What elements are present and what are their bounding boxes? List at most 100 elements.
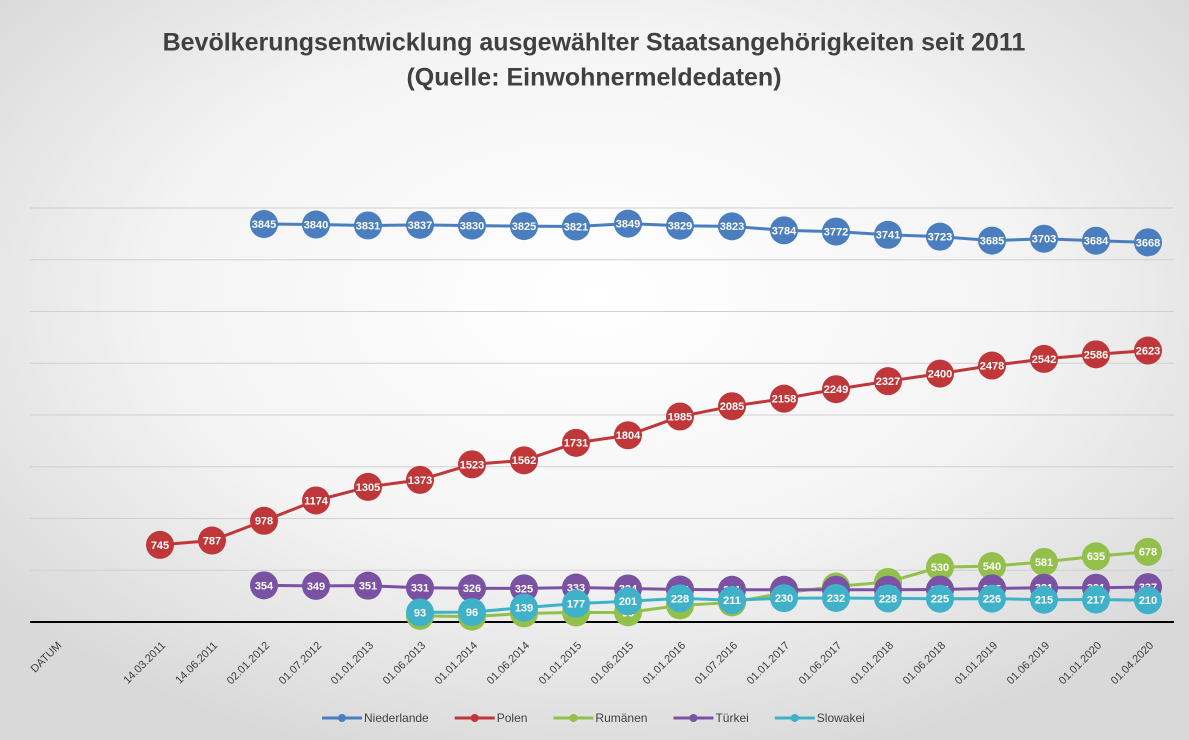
data-label: 1373 <box>408 475 432 487</box>
data-point <box>250 571 278 600</box>
data-point <box>666 211 694 240</box>
data-label: 349 <box>307 581 325 593</box>
data-point <box>666 402 694 431</box>
data-point <box>770 216 798 245</box>
data-label: 3784 <box>772 225 797 237</box>
data-point <box>1030 224 1058 253</box>
legend-label: Slowakei <box>817 711 865 725</box>
data-point <box>666 584 694 613</box>
data-label: 581 <box>1035 557 1053 569</box>
data-label: 211 <box>723 595 741 607</box>
data-point <box>406 573 434 602</box>
data-point <box>354 571 382 600</box>
data-point <box>614 421 642 450</box>
data-point <box>354 472 382 501</box>
data-label: 1523 <box>460 459 484 471</box>
data-point <box>1030 344 1058 373</box>
data-label: 3684 <box>1084 236 1109 248</box>
data-point <box>562 589 590 618</box>
data-point <box>718 586 746 615</box>
data-label: 325 <box>515 583 533 595</box>
data-label: 215 <box>1035 595 1053 607</box>
chart-subtitle: (Quelle: Einwohnermeldedaten) <box>406 64 781 92</box>
data-point <box>406 598 434 627</box>
data-label: 540 <box>983 561 1001 573</box>
data-point <box>718 212 746 241</box>
data-label: 331 <box>411 583 429 595</box>
legend-label: Polen <box>497 711 528 725</box>
data-label: 745 <box>151 540 169 552</box>
data-label: 3823 <box>720 221 744 233</box>
data-point <box>978 552 1006 581</box>
data-point <box>978 351 1006 380</box>
data-point <box>770 384 798 413</box>
data-label: 3837 <box>408 220 432 232</box>
data-label: 3845 <box>252 219 276 231</box>
legend-marker <box>470 714 479 722</box>
data-point <box>250 210 278 239</box>
data-label: 230 <box>775 593 793 605</box>
data-label: 3685 <box>980 236 1004 248</box>
data-point <box>406 210 434 239</box>
data-point <box>614 587 642 616</box>
data-label: 217 <box>1087 594 1105 606</box>
data-label: 1985 <box>668 411 692 423</box>
data-label: 2158 <box>772 394 796 406</box>
data-point <box>822 375 850 404</box>
data-label: 3741 <box>876 230 900 242</box>
data-point <box>406 465 434 494</box>
data-label: 3849 <box>616 219 640 231</box>
data-point <box>978 226 1006 255</box>
legend-label: Rumänen <box>595 711 647 725</box>
data-label: 210 <box>1139 595 1157 607</box>
data-label: 3772 <box>824 227 848 239</box>
data-point <box>458 211 486 240</box>
data-point <box>1134 228 1162 257</box>
data-label: 3840 <box>304 219 328 231</box>
data-point <box>510 446 538 475</box>
data-label: 228 <box>879 593 897 605</box>
data-label: 3825 <box>512 221 536 233</box>
legend: Niederlande Polen Rumänen Türkei Slowakei <box>322 711 865 725</box>
data-label: 2623 <box>1136 345 1160 357</box>
data-label: 1174 <box>304 495 329 507</box>
data-label: 225 <box>931 594 949 606</box>
data-point <box>1134 336 1162 365</box>
data-label: 2478 <box>980 360 1004 372</box>
legend-marker <box>790 714 799 722</box>
data-point <box>926 584 954 613</box>
data-label: 1562 <box>512 455 536 467</box>
data-point <box>302 210 330 239</box>
data-point <box>250 506 278 535</box>
data-label: 1305 <box>356 482 380 494</box>
legend-marker <box>569 714 578 722</box>
data-label: 3703 <box>1032 234 1056 246</box>
legend-marker <box>689 714 698 722</box>
data-point <box>198 526 226 555</box>
data-label: 3723 <box>928 232 952 244</box>
data-point <box>718 392 746 421</box>
data-label: 177 <box>567 599 585 611</box>
data-label: 1731 <box>564 438 588 450</box>
data-point <box>458 598 486 627</box>
data-label: 2249 <box>824 384 848 396</box>
data-point <box>458 450 486 479</box>
data-label: 635 <box>1087 551 1105 563</box>
data-point <box>926 359 954 388</box>
data-point <box>146 530 174 559</box>
data-label: 3831 <box>356 220 380 232</box>
data-label: 3829 <box>668 221 692 233</box>
legend-label: Niederlande <box>364 711 429 725</box>
data-point <box>926 222 954 251</box>
data-point <box>1030 547 1058 576</box>
data-point <box>822 217 850 246</box>
data-point <box>510 212 538 241</box>
data-label: 2586 <box>1084 349 1108 361</box>
data-label: 3668 <box>1136 237 1160 249</box>
data-label: 96 <box>466 607 478 619</box>
data-point <box>562 428 590 457</box>
data-point <box>510 593 538 622</box>
data-label: 787 <box>203 535 221 547</box>
data-point <box>1082 542 1110 571</box>
